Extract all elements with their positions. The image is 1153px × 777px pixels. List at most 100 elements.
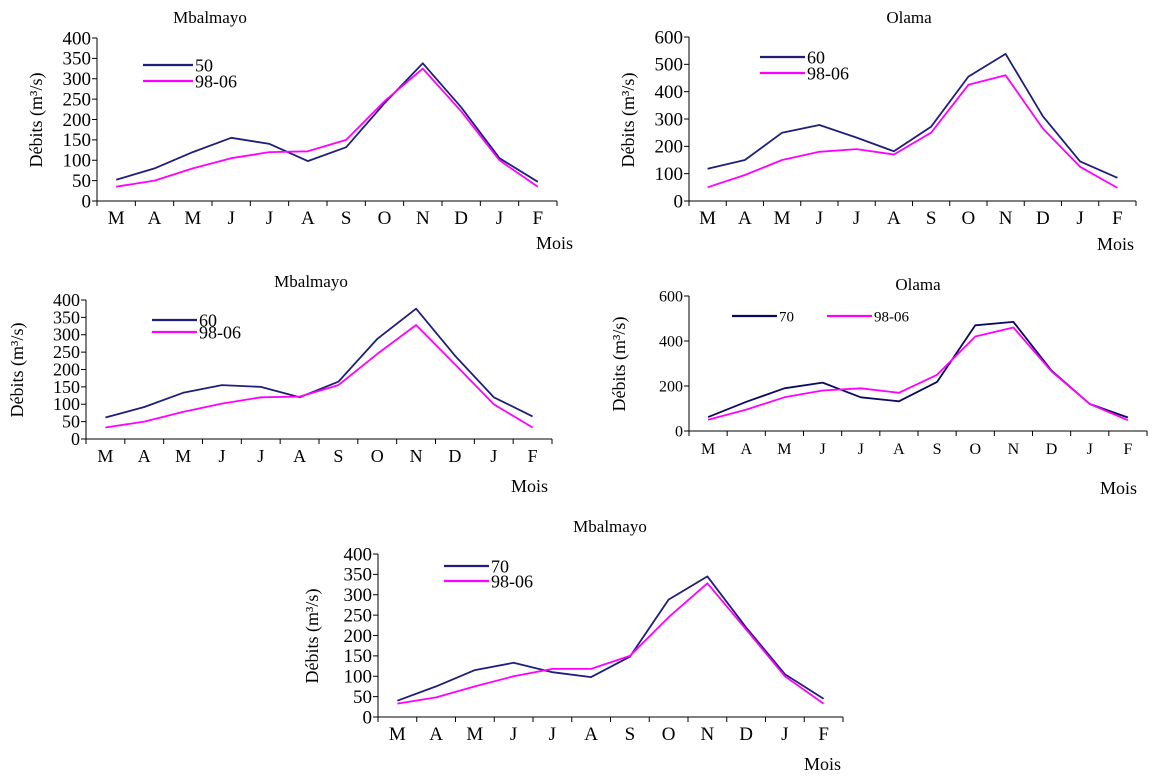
x-tick-label: A bbox=[301, 208, 315, 229]
x-tick-label: S bbox=[333, 446, 343, 466]
series-line-98-06 bbox=[105, 324, 534, 429]
chart-panel-1: Mbalmayo Débits (m³/s) Mois 0 50 100150200250… bbox=[26, 8, 573, 253]
legend-label: 70 bbox=[491, 556, 509, 576]
x-tick-label: M bbox=[389, 724, 406, 745]
x-tick-label: M bbox=[777, 441, 791, 458]
series-line-70 bbox=[707, 320, 1129, 419]
y-axis-label: Débits (m³/s) bbox=[618, 73, 639, 168]
x-tick-label: N bbox=[410, 446, 423, 466]
y-tick-label: 400 bbox=[53, 290, 80, 310]
x-tick-label: N bbox=[1008, 441, 1020, 458]
x-axis-label: Mois bbox=[536, 233, 573, 253]
x-tick-label: O bbox=[969, 441, 981, 458]
x-tick-label: F bbox=[1123, 441, 1132, 458]
x-tick-label: J bbox=[227, 208, 234, 229]
x-tick-label: J bbox=[853, 208, 860, 229]
y-tick-label: 400 bbox=[659, 333, 683, 350]
x-tick-label: A bbox=[887, 208, 901, 229]
x-tick-label: M bbox=[108, 208, 125, 229]
y-tick-label: 200 bbox=[344, 626, 373, 647]
x-tick-label: J bbox=[266, 208, 273, 229]
x-tick-label: S bbox=[933, 441, 942, 458]
series-line-70 bbox=[397, 575, 825, 702]
x-tick-label: J bbox=[510, 724, 517, 745]
chart-panel-5: Mbalmayo Débits (m³/s) Mois 050100150200250… bbox=[302, 517, 844, 774]
y-tick-label: 100 bbox=[53, 394, 80, 414]
y-tick-label: 0 bbox=[82, 191, 92, 212]
y-axis-label: Débits (m³/s) bbox=[7, 323, 28, 418]
x-tick-label: O bbox=[662, 724, 676, 745]
legend-label: 98-06 bbox=[807, 63, 849, 83]
y-tick-label: 100 bbox=[63, 151, 92, 172]
x-tick-label: D bbox=[739, 724, 753, 745]
x-tick-label: A bbox=[293, 446, 306, 466]
series-line-98-06 bbox=[397, 582, 825, 705]
chart-title: Mbalmayo bbox=[173, 8, 247, 27]
x-tick-label: D bbox=[448, 446, 461, 466]
y-tick-label: 0 bbox=[675, 423, 683, 440]
y-tick-label: 300 bbox=[344, 585, 373, 606]
x-tick-label: D bbox=[1046, 441, 1058, 458]
x-tick-label: J bbox=[496, 208, 503, 229]
series-line-50 bbox=[115, 62, 539, 183]
x-tick-label: A bbox=[584, 724, 598, 745]
chart-title: Mbalmayo bbox=[573, 517, 647, 536]
x-tick-label: D bbox=[454, 208, 468, 229]
y-tick-label: 400 bbox=[344, 544, 373, 565]
x-tick-label: J bbox=[816, 208, 823, 229]
x-tick-label: O bbox=[371, 446, 384, 466]
x-tick-label: J bbox=[549, 724, 556, 745]
x-tick-label: S bbox=[926, 208, 937, 229]
y-tick-label: 400 bbox=[63, 28, 92, 49]
x-tick-label: A bbox=[893, 441, 905, 458]
x-tick-label: J bbox=[490, 446, 497, 466]
series-line-60 bbox=[105, 307, 533, 419]
x-tick-label: A bbox=[148, 208, 162, 229]
x-tick-label: M bbox=[175, 446, 191, 466]
y-tick-label: 250 bbox=[344, 605, 373, 626]
y-tick-label: 0 bbox=[71, 429, 80, 449]
y-tick-label: 300 bbox=[53, 325, 80, 345]
x-tick-label: S bbox=[341, 208, 352, 229]
y-tick-label: 200 bbox=[659, 378, 683, 395]
y-tick-label: 150 bbox=[63, 130, 92, 151]
legend-label: 70 bbox=[779, 309, 794, 325]
chart-panel-4: Olama Débits (m³/s) Mois 0 200 400 600 M A M J J A S O… bbox=[609, 275, 1148, 498]
x-tick-label: S bbox=[625, 724, 636, 745]
y-tick-label: 50 bbox=[353, 687, 372, 708]
y-tick-label: 300 bbox=[655, 109, 684, 130]
x-tick-label: M bbox=[701, 441, 715, 458]
x-tick-label: J bbox=[1087, 441, 1093, 458]
x-tick-label: M bbox=[466, 724, 483, 745]
x-tick-label: A bbox=[138, 446, 151, 466]
legend-label: 50 bbox=[195, 55, 213, 75]
x-tick-label: O bbox=[378, 208, 392, 229]
y-tick-label: 200 bbox=[655, 137, 684, 158]
series-line-98-06 bbox=[707, 326, 1129, 422]
x-tick-label: A bbox=[429, 724, 443, 745]
x-tick-label: N bbox=[999, 208, 1013, 229]
x-axis-label: Mois bbox=[1097, 234, 1134, 254]
x-tick-label: J bbox=[781, 724, 788, 745]
x-tick-label: J bbox=[858, 441, 864, 458]
y-tick-label: 200 bbox=[63, 110, 92, 131]
y-tick-label: 300 bbox=[63, 69, 92, 90]
x-tick-label: M bbox=[699, 208, 716, 229]
x-tick-label: F bbox=[533, 208, 544, 229]
legend-label: 98-06 bbox=[874, 309, 909, 325]
y-tick-label: 600 bbox=[655, 27, 684, 48]
y-tick-label: 250 bbox=[63, 89, 92, 110]
chart-title: Olama bbox=[895, 275, 941, 294]
x-tick-label: J bbox=[1076, 208, 1083, 229]
legend-label: 60 bbox=[807, 47, 825, 67]
x-tick-label: A bbox=[738, 208, 752, 229]
y-axis-label: Débits (m³/s) bbox=[26, 73, 47, 168]
legend-label: 98-06 bbox=[491, 571, 533, 591]
x-tick-label: M bbox=[774, 208, 791, 229]
x-tick-label: J bbox=[218, 446, 225, 466]
x-tick-label: F bbox=[1112, 208, 1123, 229]
legend: 70 98-06 bbox=[732, 309, 909, 325]
chart-title: Olama bbox=[886, 8, 932, 27]
